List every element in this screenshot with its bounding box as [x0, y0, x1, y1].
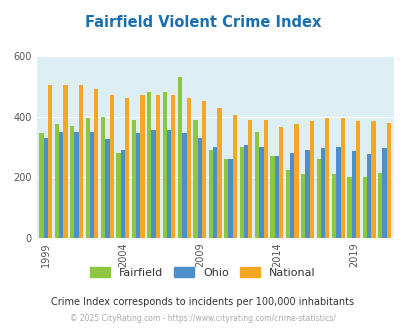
Bar — [116, 153, 120, 238]
Bar — [70, 126, 74, 238]
Bar — [285, 170, 289, 238]
Bar — [355, 121, 359, 238]
Bar — [85, 118, 90, 238]
Bar — [316, 159, 320, 238]
Bar — [366, 154, 371, 238]
Bar — [131, 119, 136, 238]
Bar — [55, 124, 59, 238]
Legend: Fairfield, Ohio, National: Fairfield, Ohio, National — [85, 263, 320, 282]
Bar — [377, 173, 382, 238]
Bar — [140, 95, 144, 238]
Bar — [156, 95, 160, 238]
Bar — [254, 132, 258, 238]
Bar — [270, 156, 274, 238]
Bar — [177, 77, 182, 238]
Bar — [301, 174, 305, 238]
Bar — [186, 98, 190, 238]
Bar — [166, 130, 171, 238]
Bar — [208, 150, 213, 238]
Bar — [224, 159, 228, 238]
Bar — [340, 118, 344, 238]
Bar — [162, 92, 166, 238]
Bar — [278, 127, 283, 238]
Bar — [305, 150, 309, 238]
Bar — [136, 133, 140, 238]
Bar — [182, 133, 186, 238]
Bar — [263, 119, 267, 238]
Bar — [309, 121, 313, 238]
Bar — [320, 148, 324, 238]
Text: © 2025 CityRating.com - https://www.cityrating.com/crime-statistics/: © 2025 CityRating.com - https://www.city… — [70, 314, 335, 323]
Bar — [201, 101, 206, 238]
Bar — [125, 98, 129, 238]
Bar — [59, 132, 63, 238]
Bar — [109, 95, 113, 238]
Bar — [294, 124, 298, 238]
Bar — [48, 85, 52, 238]
Bar — [382, 148, 386, 238]
Bar — [274, 156, 278, 238]
Bar — [79, 85, 83, 238]
Bar — [105, 139, 109, 238]
Bar — [258, 147, 263, 238]
Bar — [289, 153, 294, 238]
Bar — [90, 132, 94, 238]
Bar — [151, 130, 156, 238]
Bar — [63, 85, 68, 238]
Bar — [120, 150, 125, 238]
Bar — [324, 118, 328, 238]
Bar — [346, 177, 351, 238]
Bar — [371, 121, 375, 238]
Bar — [351, 151, 355, 238]
Bar — [43, 138, 48, 238]
Bar — [197, 138, 201, 238]
Bar — [193, 119, 197, 238]
Bar — [362, 177, 366, 238]
Bar — [243, 145, 247, 238]
Bar — [239, 147, 243, 238]
Bar — [228, 159, 232, 238]
Bar — [147, 92, 151, 238]
Bar — [39, 133, 43, 238]
Bar — [94, 89, 98, 238]
Bar — [171, 95, 175, 238]
Bar — [213, 147, 217, 238]
Bar — [247, 119, 252, 238]
Bar — [232, 115, 237, 238]
Text: Crime Index corresponds to incidents per 100,000 inhabitants: Crime Index corresponds to incidents per… — [51, 297, 354, 307]
Bar — [331, 174, 335, 238]
Bar — [74, 132, 79, 238]
Bar — [101, 116, 105, 238]
Bar — [217, 108, 221, 238]
Bar — [386, 123, 390, 238]
Text: Fairfield Violent Crime Index: Fairfield Violent Crime Index — [85, 15, 320, 30]
Bar — [335, 147, 340, 238]
